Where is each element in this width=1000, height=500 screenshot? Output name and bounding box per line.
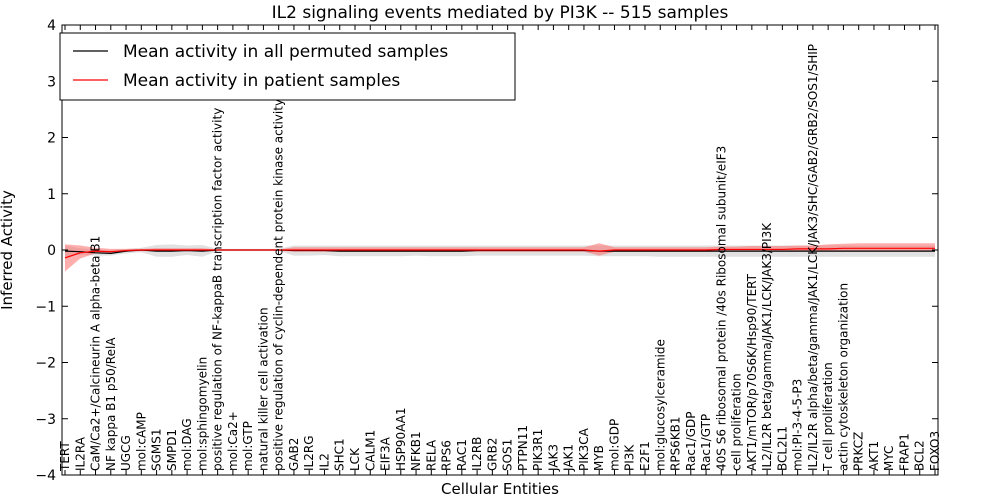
x-tick-label-rac1-gdp: Rac1/GDP	[684, 412, 698, 471]
x-tick-label-t-cell-proliferation: T cell proliferation	[821, 362, 835, 472]
legend-label-permuted: Mean activity in all permuted samples	[123, 42, 448, 62]
x-tick-label-e2f1: E2F1	[638, 441, 652, 471]
x-tick-label-grb2: GRB2	[485, 437, 499, 471]
x-tick-label-rps6kb1: RPS6KB1	[669, 416, 683, 471]
x-tick-label-natural-killer-cell-activation: natural killer cell activation	[256, 307, 270, 471]
x-tick-label-frap1: FRAP1	[897, 433, 911, 471]
legend-label-patient: Mean activity in patient samples	[123, 71, 400, 91]
chart-title: IL2 signaling events mediated by PI3K --…	[272, 3, 729, 23]
x-tick-label-sgms1: SGMS1	[150, 428, 164, 471]
x-tick-label-jak1: JAK1	[562, 444, 576, 472]
x-tick-label-akt1-mtor-p70s6k-hsp90-tert: AKT1/mTOR/p70S6K/Hsp90/TERT	[745, 273, 759, 471]
x-tick-label-prkcz: PRKCZ	[852, 432, 866, 471]
x-tick-label-bcl2l1: BCL2L1	[775, 426, 789, 471]
x-tick-label-positive-regulation-of-cyclin-dependent-protein-kinase-activity: positive regulation of cyclin-dependent …	[272, 99, 286, 471]
x-tick-label-positive-regulation-of-nf-kappab-transcription-factor-activity: positive regulation of NF-kappaB transcr…	[211, 108, 225, 471]
x-axis-label: Cellular Entities	[441, 480, 559, 498]
x-tick-label-40s-s6-ribosomal-protein-40s-ribosomal-subunit-eif3: 40S S6 ribosomal protein /40s Ribosomal …	[714, 146, 728, 471]
x-tick-label-rps6: RPS6	[440, 440, 454, 471]
x-tick-label-bcl2: BCL2	[913, 440, 927, 471]
x-tick-label-mol-camp: mol:cAMP	[134, 412, 148, 471]
y-tick-label: −4	[35, 468, 56, 484]
x-tick-label-mol-gtp: mol:GTP	[241, 421, 255, 471]
y-tick-label: 2	[47, 131, 56, 147]
y-tick-label: 4	[47, 18, 56, 34]
x-axis: TERT IL2RA CaM/Ca2+/Calcineurin A alpha-be…	[58, 25, 942, 475]
x-tick-label-eif3a: EIF3A	[379, 436, 393, 471]
x-tick-label-mol-pi-3-4-5-p3: mol:PI-3-4-5-P3	[791, 379, 805, 471]
x-tick-label-cell-proliferation: cell proliferation	[730, 373, 744, 471]
x-tick-label-cam-ca2-calcineurin-a-alpha-beta-b1: CaM/Ca2+/Calcineurin A alpha-beta B1	[89, 236, 103, 471]
y-axis-label: Inferred Activity	[0, 190, 16, 310]
x-tick-label-foxo3: FOXO3	[928, 431, 942, 471]
x-tick-label-pi3k: PI3K	[623, 444, 637, 471]
x-tick-label-nfkb1: NFKB1	[409, 431, 423, 471]
y-tick-label: −2	[35, 356, 56, 372]
x-tick-label-nf-kappa-b1-p50-rela: NF kappa B1 p50/RelA	[104, 337, 118, 471]
x-tick-label-sos1: SOS1	[501, 439, 515, 471]
x-tick-label-jak3: JAK3	[546, 444, 560, 472]
x-tick-label-ugcg: UGCG	[119, 435, 133, 471]
x-tick-label-actin-cytoskeleton-organization: actin cytoskeleton organization	[836, 283, 850, 471]
x-tick-label-gab2: GAB2	[287, 438, 301, 471]
x-tick-label-il2: IL2	[317, 453, 331, 471]
y-tick-label: −3	[35, 412, 56, 428]
x-tick-label-il2ra: IL2RA	[73, 436, 87, 471]
x-tick-label-hsp90aa1: HSP90AA1	[394, 407, 408, 471]
x-tick-label-mol-dag: mol:DAG	[180, 418, 194, 471]
y-tick-label: 3	[47, 74, 56, 90]
x-tick-label-lck: LCK	[348, 447, 362, 471]
x-tick-label-smpd1: SMPD1	[165, 429, 179, 471]
y-tick-label: 0	[47, 243, 56, 259]
x-tick-label-pik3r1: PIK3R1	[531, 429, 545, 471]
x-tick-label-mol-sphingomyelin: mol:sphingomyelin	[195, 357, 209, 471]
x-tick-label-pik3ca: PIK3CA	[577, 427, 591, 471]
lines-layer	[64, 247, 935, 259]
x-tick-label-rac1: RAC1	[455, 439, 469, 471]
x-tick-label-il2-il2r-beta-gamma-jak1-lck-jak3-pi3k: IL2/IL2R beta/gamma/JAK1/LCK/JAK3/PI3K	[760, 222, 774, 471]
x-tick-label-mol-glucosylceramide: mol:glucosylceramide	[653, 339, 667, 471]
y-tick-label: −1	[35, 299, 56, 315]
y-tick-label: 1	[47, 187, 56, 203]
x-tick-label-il2-il2r-alpha-beta-gamma-jak1-lck-jak3-shc-gab2-grb2-sos1-ship: IL2/IL2R alpha/beta/gamma/JAK1/LCK/JAK3/…	[806, 44, 820, 471]
x-tick-label-myb: MYB	[592, 445, 606, 471]
x-tick-label-mol-gdp: mol:GDP	[607, 419, 621, 471]
x-tick-label-rela: RELA	[424, 439, 438, 471]
legend: Mean activity in all permuted samples Me…	[59, 32, 516, 101]
x-tick-label-shc1: SHC1	[333, 438, 347, 471]
series-line-mean-activity-in-patient-samples	[64, 247, 935, 259]
legend-box	[59, 32, 516, 101]
y-axis: 4 3 2 1 0 −1 −2 −3 −4	[35, 18, 938, 484]
x-tick-label-akt1: AKT1	[867, 441, 881, 471]
x-tick-label-il2rg: IL2RG	[302, 436, 316, 472]
x-tick-label-ptpn11: PTPN11	[516, 425, 530, 471]
x-tick-label-myc: MYC	[882, 446, 896, 471]
x-tick-label-il2rb: IL2RB	[470, 437, 484, 471]
x-tick-label-calm1: CALM1	[363, 430, 377, 471]
x-tick-label-rac1-gtp: Rac1/GTP	[699, 414, 713, 471]
x-tick-label-tert: TERT	[58, 441, 72, 472]
x-tick-label-mol-ca2: mol:Ca2+	[226, 411, 240, 471]
